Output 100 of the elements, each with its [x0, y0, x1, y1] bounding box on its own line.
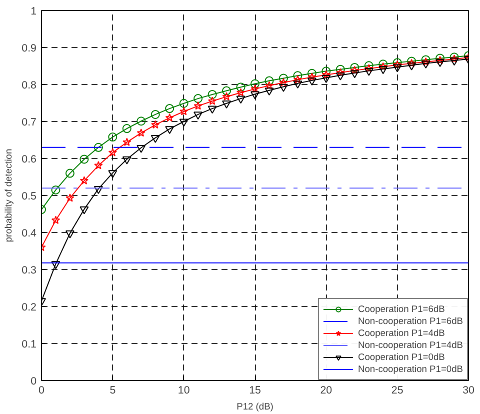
- legend-label: Cooperation P1=4dB: [358, 327, 445, 339]
- y-tick-label: 0: [30, 376, 37, 388]
- point: [51, 216, 60, 224]
- point: [250, 91, 260, 100]
- legend-label: Non-cooperation P1=6dB: [358, 315, 463, 327]
- y-tick-label: 1: [30, 6, 37, 18]
- point: [65, 168, 74, 178]
- x-tick-label: 0: [38, 384, 45, 396]
- point: [65, 230, 74, 238]
- point: [308, 72, 316, 81]
- point: [450, 58, 459, 66]
- point: [122, 138, 132, 146]
- point: [236, 82, 246, 92]
- legend-label: Non-cooperation P1=0dB: [358, 363, 463, 375]
- y-tick-label: 0.1: [22, 338, 37, 350]
- point: [136, 144, 146, 153]
- point: [378, 66, 388, 74]
- legend-label: Cooperation P1=0dB: [358, 351, 445, 363]
- x-axis-title: P12 (dB): [236, 402, 274, 412]
- point: [165, 104, 174, 114]
- y-axis-title: probability of detection: [4, 148, 14, 242]
- point: [165, 126, 174, 134]
- point: [94, 142, 103, 152]
- point: [378, 62, 388, 70]
- point: [293, 80, 302, 89]
- point: [264, 88, 274, 96]
- point: [436, 59, 445, 68]
- x-tick-label: 20: [320, 384, 332, 396]
- point: [150, 110, 160, 119]
- point: [336, 64, 345, 74]
- point: [378, 60, 388, 69]
- legend-label: Non-cooperation P1=4dB: [358, 339, 463, 351]
- y-tick-label: 0.8: [22, 80, 37, 92]
- point: [136, 116, 146, 126]
- point: [222, 100, 232, 108]
- point: [250, 79, 260, 88]
- point: [336, 68, 345, 76]
- legend-label: Cooperation P1=6dB: [358, 303, 445, 315]
- point: [307, 68, 316, 78]
- point: [94, 161, 103, 170]
- point: [322, 75, 331, 83]
- point: [80, 176, 89, 184]
- point: [264, 76, 274, 86]
- point: [136, 128, 146, 137]
- point: [194, 94, 203, 104]
- x-tick-label: 15: [249, 384, 261, 396]
- x-tick-label: 5: [110, 384, 116, 396]
- point: [222, 86, 232, 96]
- point: [307, 78, 316, 86]
- point: [51, 261, 60, 270]
- y-tick-label: 0.6: [22, 154, 37, 166]
- point: [94, 186, 103, 194]
- y-tick-label: 0.2: [22, 302, 37, 314]
- y-tick-label: 0.5: [22, 190, 37, 202]
- point: [364, 64, 374, 72]
- point: [279, 78, 288, 86]
- x-tick-label: 30: [462, 384, 474, 396]
- point: [236, 88, 246, 96]
- point: [180, 107, 188, 116]
- point: [208, 90, 217, 99]
- point: [350, 70, 360, 78]
- point: [336, 72, 345, 80]
- point: [108, 132, 118, 142]
- y-tick-label: 0.3: [22, 264, 37, 276]
- point: [122, 124, 132, 134]
- x-tick-label: 10: [178, 384, 190, 396]
- y-tick-label: 0.9: [22, 42, 37, 54]
- point: [322, 70, 330, 79]
- point: [264, 81, 274, 90]
- point: [278, 84, 288, 92]
- point: [108, 148, 117, 156]
- point: [208, 106, 217, 114]
- point: [293, 75, 302, 84]
- point: [364, 61, 374, 70]
- point: [421, 60, 430, 69]
- point: [278, 74, 288, 83]
- point: [364, 68, 374, 76]
- point: [151, 120, 160, 129]
- point: [51, 185, 60, 194]
- point: [80, 206, 89, 214]
- point: [179, 118, 188, 127]
- y-tick-label: 0.7: [22, 116, 37, 128]
- point: [165, 113, 174, 122]
- point: [194, 101, 202, 110]
- point: [122, 156, 132, 164]
- point: [150, 134, 160, 143]
- x-tick-label: 25: [391, 384, 404, 396]
- point: [208, 96, 217, 105]
- point: [108, 170, 118, 178]
- point: [392, 64, 402, 72]
- point: [66, 194, 74, 202]
- point: [236, 96, 246, 104]
- point: [407, 62, 416, 70]
- point: [350, 62, 360, 72]
- point: [222, 92, 231, 100]
- point: [80, 154, 89, 164]
- point: [179, 98, 188, 108]
- y-tick-label: 0.4: [22, 228, 37, 240]
- point: [293, 71, 302, 80]
- point: [350, 66, 359, 74]
